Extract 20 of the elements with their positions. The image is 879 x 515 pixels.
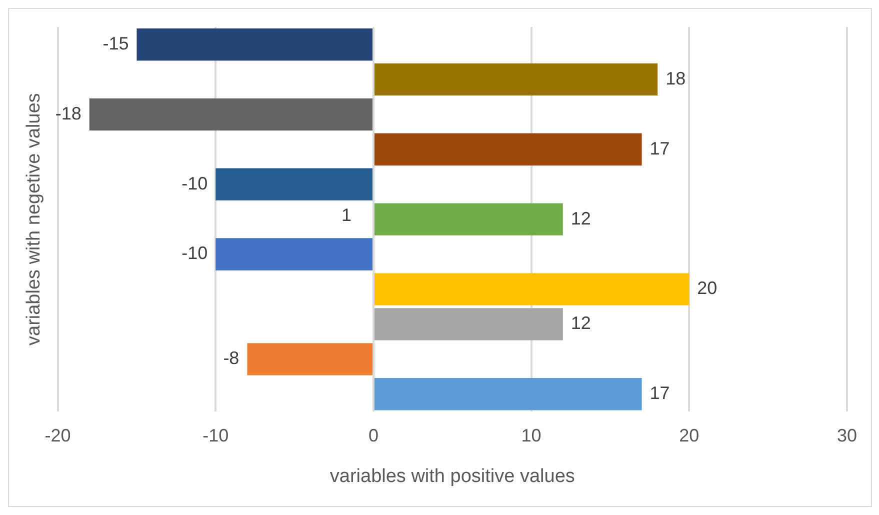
data-label: -15 <box>102 33 129 54</box>
x-tick-label: 20 <box>679 425 700 446</box>
data-label: 17 <box>650 138 670 158</box>
data-label: 12 <box>570 313 591 334</box>
x-tick-label: 10 <box>521 425 542 446</box>
data-label: -10 <box>182 173 208 194</box>
data-label: -8 <box>223 348 240 368</box>
x-tick-label: -10 <box>202 425 229 446</box>
data-label: -10 <box>182 243 208 264</box>
data-label: 18 <box>666 68 686 88</box>
y-axis-title: variables with negetive values <box>24 93 45 346</box>
annotation: 1 <box>341 205 352 226</box>
data-label: 12 <box>570 208 591 228</box>
x-tick-label: 0 <box>368 425 378 446</box>
x-tick-label: -20 <box>44 425 71 446</box>
x-tick-label: 30 <box>836 425 858 446</box>
data-label: 17 <box>650 383 670 404</box>
x-axis-title: variables with positive values <box>330 466 575 487</box>
data-label: -18 <box>55 103 82 124</box>
data-label: 20 <box>697 278 718 298</box>
